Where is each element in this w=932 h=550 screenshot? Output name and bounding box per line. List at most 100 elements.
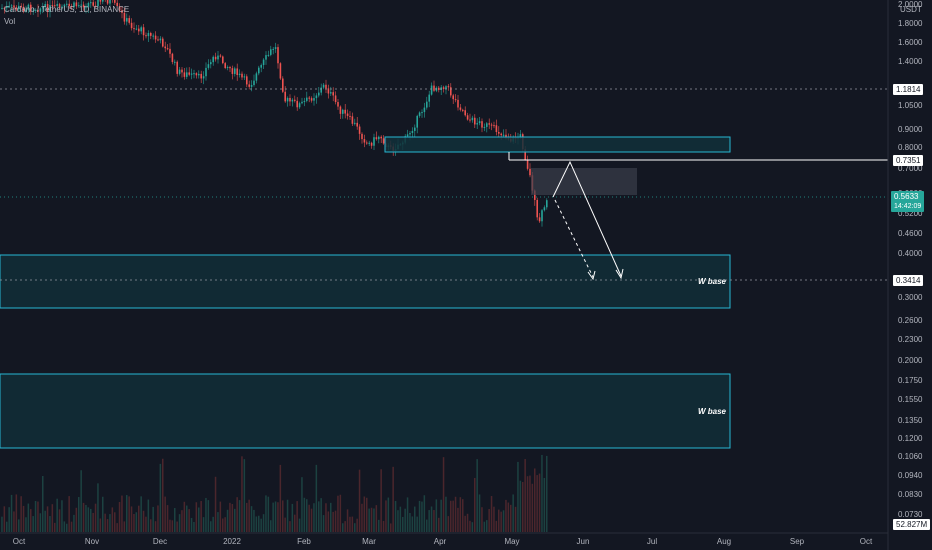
candle-body [63, 4, 66, 7]
candle-body [308, 97, 310, 99]
candle-body [46, 4, 49, 12]
candle-body [6, 6, 8, 9]
volume-bar [25, 517, 27, 532]
candle-body [73, 2, 75, 8]
candle-body [154, 35, 157, 40]
candle-body [327, 88, 330, 94]
volume-bar [301, 477, 303, 532]
projection-path-solid[interactable] [552, 160, 622, 277]
candle-body [226, 67, 229, 69]
volume-bar [73, 514, 75, 532]
volume-bar [286, 499, 289, 532]
volume-indicator-label[interactable]: Vol [4, 17, 16, 26]
volume-bar [214, 476, 217, 532]
volume-bar [421, 501, 423, 532]
consolidation-box[interactable] [531, 168, 637, 195]
volume-bar [452, 500, 454, 532]
volume-bar [526, 476, 529, 532]
time-axis: Oct Nov Dec 2022 Feb Mar Apr May Jun Jul Aug Sep Oct [13, 537, 873, 546]
volume-bar [442, 457, 445, 532]
volume-bar [274, 501, 277, 532]
volume-bar [130, 506, 133, 532]
volume-bar [430, 506, 433, 532]
candle-body [114, 0, 116, 3]
volume-bar [495, 520, 498, 532]
candle-body [3, 7, 6, 9]
volume-bar [267, 496, 270, 532]
candle-body [219, 55, 222, 57]
time-tick-label: Nov [85, 537, 99, 546]
candle-body [82, 4, 85, 8]
candle-body [164, 46, 166, 49]
volume-bar [97, 483, 99, 532]
volume-bar [111, 507, 114, 532]
volume-bar [190, 517, 193, 532]
volume-bar [519, 480, 522, 532]
volume-bar [169, 519, 171, 532]
volume-bar [366, 497, 368, 532]
volume-bar [476, 459, 478, 532]
candle-body [339, 106, 342, 114]
candle-body [409, 133, 411, 135]
candle-body [15, 7, 18, 10]
volume-bar [246, 502, 248, 532]
volume-bar [106, 519, 109, 532]
candle-body [284, 91, 286, 102]
volume-bar [306, 499, 308, 532]
candle-body [498, 132, 500, 134]
volume-bar [37, 501, 39, 532]
candle-body [342, 109, 344, 114]
volume-bar [512, 494, 514, 532]
zone-upper-box[interactable] [384, 136, 731, 153]
volume-bar [217, 512, 219, 532]
candle-body [450, 87, 452, 96]
volume-bar [193, 521, 195, 532]
candle-body [452, 95, 454, 100]
candle-body [20, 5, 22, 7]
candle-body [346, 113, 349, 116]
volume-bar [68, 496, 70, 532]
volume-bar [498, 509, 500, 532]
volume-bar [327, 511, 330, 532]
candle-body [536, 199, 538, 218]
zone-w-base-2[interactable] [0, 373, 731, 449]
volume-bar [231, 504, 234, 532]
zone-w-base-1[interactable] [0, 254, 731, 309]
volume-bar [1, 516, 3, 532]
volume-bar [178, 514, 181, 532]
volume-bar [385, 500, 387, 532]
volume-bar [529, 475, 531, 532]
volume-bar [138, 505, 140, 532]
volume-bar [133, 513, 135, 532]
candle-body [37, 9, 39, 12]
time-tick-label: Dec [153, 537, 167, 546]
price-tick-label: 0.1350 [898, 416, 923, 425]
candle-body [56, 4, 58, 6]
candle-body [298, 103, 301, 108]
volume-bar [490, 496, 493, 532]
candle-body [214, 56, 217, 60]
candle-body [142, 27, 145, 36]
volume-bar [466, 513, 469, 532]
time-tick-label: Feb [297, 537, 311, 546]
volume-bar [313, 503, 315, 532]
candle-body [49, 5, 51, 12]
projection-path-dashed[interactable] [554, 199, 594, 278]
volume-bar [325, 503, 327, 532]
countdown-value: 14:42:09 [894, 203, 922, 210]
candle-body [438, 87, 440, 90]
volume-bar [3, 506, 6, 532]
volume-bar [474, 477, 476, 532]
volume-bar [94, 503, 97, 532]
price-tick-label: 0.5200 [898, 209, 923, 218]
symbol-title[interactable]: Cardano / TetherUS, 1D, BINANCE [4, 5, 130, 14]
candle-body [500, 133, 502, 136]
volume-bar [222, 518, 224, 532]
volume-bar [248, 499, 250, 532]
candle-body [123, 12, 126, 22]
volume-bar [404, 508, 406, 532]
price-axis: 2.0000 1.8000 1.6000 1.4000 1.0500 0.9000 0.80… [898, 0, 923, 519]
candle-body [39, 8, 42, 12]
candle-body [87, 2, 90, 8]
